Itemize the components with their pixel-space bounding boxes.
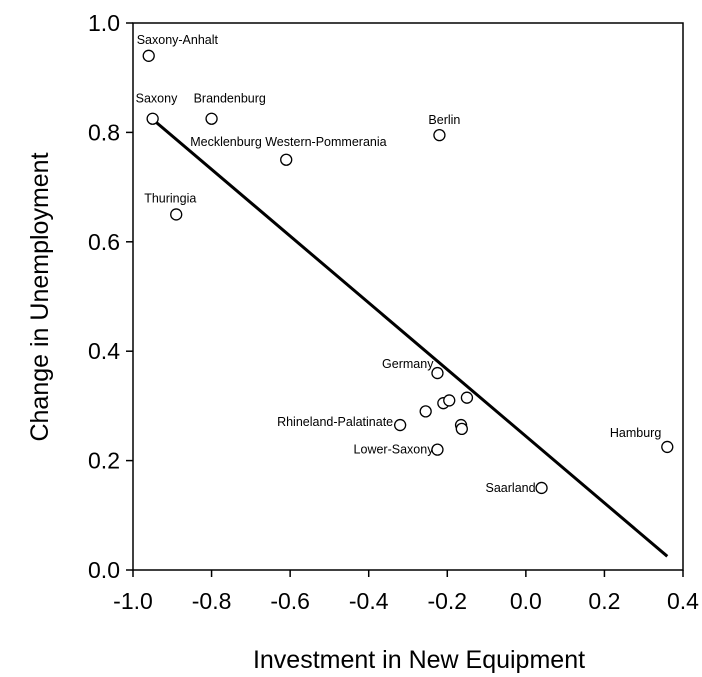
x-tick-label: 0.4 (667, 588, 699, 614)
y-tick-label: 0.0 (88, 557, 120, 583)
fit-line (147, 114, 669, 558)
data-point (419, 405, 432, 418)
y-tick-label: 0.4 (88, 338, 120, 364)
data-point (431, 443, 444, 456)
point-label: Rhineland-Palatinate (277, 415, 393, 429)
point-label: Saxony-Anhalt (137, 33, 219, 47)
data-point (443, 394, 456, 407)
data-point (431, 366, 444, 380)
y-tick-label: 0.6 (88, 229, 120, 255)
data-point (433, 128, 446, 142)
x-tick-label: -0.4 (349, 588, 389, 614)
point-label: Hamburg (610, 426, 661, 440)
x-tick-label: -1.0 (113, 588, 153, 614)
data-point (146, 112, 159, 125)
point-label: Saarland (486, 481, 536, 495)
data-point (170, 208, 183, 221)
data-point (661, 440, 674, 454)
plot-area (132, 22, 684, 571)
y-tick-label: 1.0 (88, 10, 120, 36)
data-point (535, 481, 548, 495)
point-label: Brandenburg (194, 92, 266, 106)
data-point (205, 112, 218, 125)
data-points (142, 49, 674, 495)
x-tick-label: 0.2 (588, 588, 620, 614)
point-label: Berlin (428, 113, 460, 127)
point-label: Germany (382, 357, 434, 371)
point-label: Saxony (136, 92, 178, 106)
x-tick-label: 0.0 (510, 588, 542, 614)
point-label: Lower-Saxony (354, 443, 435, 457)
x-axis-title: Investment in New Equipment (253, 646, 585, 674)
data-point (142, 49, 155, 62)
point-labels: Saxony-Anhalt Saxony Brandenburg Mecklenbur… (136, 33, 662, 495)
point-label: Mecklenburg Western-Pommerania (190, 135, 386, 149)
x-tick-label: -0.6 (270, 588, 310, 614)
point-label: Thuringia (144, 191, 196, 205)
y-tick-label: 0.2 (88, 448, 120, 474)
data-point (280, 153, 293, 166)
data-point (455, 422, 468, 436)
x-tick-label: -0.2 (427, 588, 467, 614)
axis-ticks: -1.0 -0.8 -0.6 -0.4 -0.2 0.0 0.2 0.4 0.0 0.2 0.4 0.… (88, 10, 699, 614)
y-axis-title: Change in Unemployment (26, 152, 54, 441)
data-point (460, 391, 474, 404)
x-tick-label: -0.8 (192, 588, 232, 614)
plot-border (132, 22, 684, 571)
data-point (393, 418, 407, 432)
regression-line (147, 114, 669, 558)
y-tick-label: 0.8 (88, 119, 120, 145)
